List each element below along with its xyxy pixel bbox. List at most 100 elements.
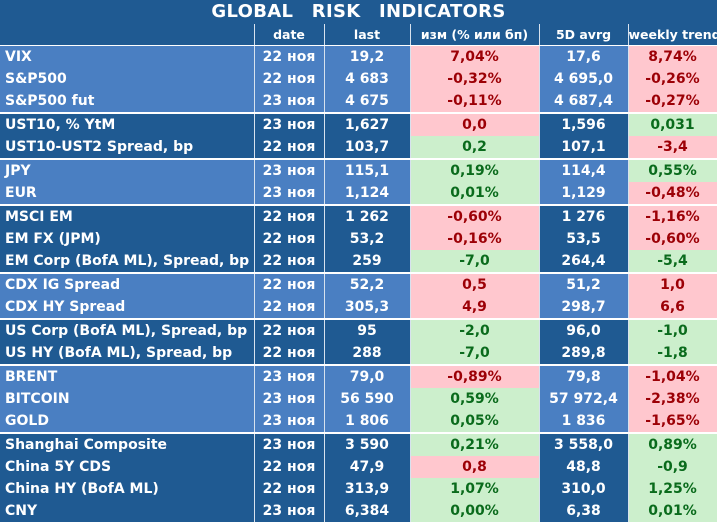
risk-indicators-table: date last изм (% или бп) 5D avrg weekly … [0, 24, 717, 522]
last-value-cell: 1,627 [324, 112, 411, 136]
weekly-trend-cell: 8,74% [628, 45, 717, 68]
indicator-name-cell: JPY [0, 158, 255, 182]
last-value-cell: 259 [324, 250, 411, 273]
date-cell: 22 ноя [254, 272, 325, 296]
weekly-trend-cell: -5,4 [628, 250, 717, 273]
change-cell: -0,11% [410, 90, 540, 113]
five-day-average-cell: 79,8 [539, 364, 629, 388]
five-day-average-cell: 289,8 [539, 342, 629, 365]
last-value-cell: 4 675 [324, 90, 411, 113]
change-cell: 0,8 [410, 456, 540, 478]
last-value-cell: 1 806 [324, 410, 411, 433]
header-cell-name [0, 24, 255, 46]
change-cell: -0,16% [410, 228, 540, 250]
last-value-cell: 19,2 [324, 45, 411, 68]
date-cell: 23 ноя [254, 388, 325, 410]
indicator-name-cell: EM FX (JPM) [0, 228, 255, 250]
indicator-name-cell: China HY (BofA ML) [0, 478, 255, 500]
header-cell-last: last [324, 24, 411, 46]
last-value-cell: 56 590 [324, 388, 411, 410]
five-day-average-cell: 1 836 [539, 410, 629, 433]
five-day-average-cell: 57 972,4 [539, 388, 629, 410]
table-body: VIX 22 ноя 19,2 7,04% 17,6 8,74% S&P500 22 ноя 4… [0, 45, 717, 522]
five-day-average-cell: 53,5 [539, 228, 629, 250]
change-cell: -0,32% [410, 68, 540, 90]
weekly-trend-cell: -3,4 [628, 136, 717, 159]
weekly-trend-cell: 0,031 [628, 112, 717, 136]
change-cell: 0,5 [410, 272, 540, 296]
table-row: VIX 22 ноя 19,2 7,04% 17,6 8,74% [0, 45, 717, 68]
change-cell: 0,0 [410, 112, 540, 136]
indicator-name-cell: VIX [0, 45, 255, 68]
five-day-average-cell: 17,6 [539, 45, 629, 68]
date-cell: 23 ноя [254, 158, 325, 182]
indicator-name-cell: EM Corp (BofA ML), Spread, bp [0, 250, 255, 273]
table-row: EM FX (JPM) 22 ноя 53,2 -0,16% 53,5 -0,60% [0, 228, 717, 250]
weekly-trend-cell: -2,38% [628, 388, 717, 410]
indicator-name-cell: BITCOIN [0, 388, 255, 410]
table-row: JPY 23 ноя 115,1 0,19% 114,4 0,55% [0, 158, 717, 182]
weekly-trend-cell: 6,6 [628, 296, 717, 319]
change-cell: -2,0 [410, 318, 540, 342]
table-row: UST10-UST2 Spread, bp 22 ноя 103,7 0,2 107,1… [0, 136, 717, 159]
change-cell: 0,21% [410, 432, 540, 456]
weekly-trend-cell: -1,65% [628, 410, 717, 433]
last-value-cell: 115,1 [324, 158, 411, 182]
table-row: BITCOIN 23 ноя 56 590 0,59% 57 972,4 -2,38% [0, 388, 717, 410]
indicator-name-cell: China 5Y CDS [0, 456, 255, 478]
weekly-trend-cell: -0,26% [628, 68, 717, 90]
date-cell: 22 ноя [254, 68, 325, 90]
weekly-trend-cell: -1,04% [628, 364, 717, 388]
date-cell: 22 ноя [254, 228, 325, 250]
change-cell: 0,2 [410, 136, 540, 159]
last-value-cell: 313,9 [324, 478, 411, 500]
five-day-average-cell: 48,8 [539, 456, 629, 478]
last-value-cell: 3 590 [324, 432, 411, 456]
indicator-name-cell: UST10, % YtM [0, 112, 255, 136]
five-day-average-cell: 6,38 [539, 500, 629, 522]
five-day-average-cell: 4 695,0 [539, 68, 629, 90]
indicator-name-cell: BRENT [0, 364, 255, 388]
weekly-trend-cell: -0,9 [628, 456, 717, 478]
last-value-cell: 47,9 [324, 456, 411, 478]
five-day-average-cell: 3 558,0 [539, 432, 629, 456]
change-cell: -0,60% [410, 204, 540, 228]
last-value-cell: 103,7 [324, 136, 411, 159]
five-day-average-cell: 114,4 [539, 158, 629, 182]
date-cell: 23 ноя [254, 112, 325, 136]
last-value-cell: 95 [324, 318, 411, 342]
date-cell: 22 ноя [254, 136, 325, 159]
five-day-average-cell: 96,0 [539, 318, 629, 342]
indicator-name-cell: S&P500 [0, 68, 255, 90]
header-cell-change: изм (% или бп) [410, 24, 540, 46]
table-row: China HY (BofA ML) 22 ноя 313,9 1,07% 310,0 1… [0, 478, 717, 500]
five-day-average-cell: 298,7 [539, 296, 629, 319]
five-day-average-cell: 4 687,4 [539, 90, 629, 113]
last-value-cell: 1 262 [324, 204, 411, 228]
change-cell: 0,59% [410, 388, 540, 410]
weekly-trend-cell: -1,0 [628, 318, 717, 342]
indicator-name-cell: CDX IG Spread [0, 272, 255, 296]
change-cell: -0,89% [410, 364, 540, 388]
five-day-average-cell: 1 276 [539, 204, 629, 228]
table-row: S&P500 22 ноя 4 683 -0,32% 4 695,0 -0,26% [0, 68, 717, 90]
weekly-trend-cell: 0,01% [628, 500, 717, 522]
last-value-cell: 52,2 [324, 272, 411, 296]
date-cell: 22 ноя [254, 296, 325, 319]
five-day-average-cell: 1,129 [539, 182, 629, 205]
change-cell: 0,00% [410, 500, 540, 522]
table-title: GLOBAL RISK INDICATORS [0, 0, 717, 24]
table-row: MSCI EM 22 ноя 1 262 -0,60% 1 276 -1,16% [0, 204, 717, 228]
date-cell: 22 ноя [254, 478, 325, 500]
weekly-trend-cell: -0,48% [628, 182, 717, 205]
indicator-name-cell: CDX HY Spread [0, 296, 255, 319]
five-day-average-cell: 1,596 [539, 112, 629, 136]
weekly-trend-cell: -0,27% [628, 90, 717, 113]
date-cell: 22 ноя [254, 250, 325, 273]
date-cell: 23 ноя [254, 500, 325, 522]
last-value-cell: 1,124 [324, 182, 411, 205]
date-cell: 22 ноя [254, 45, 325, 68]
table-row: S&P500 fut 23 ноя 4 675 -0,11% 4 687,4 -0,27% [0, 90, 717, 113]
change-cell: 7,04% [410, 45, 540, 68]
weekly-trend-cell: 0,89% [628, 432, 717, 456]
